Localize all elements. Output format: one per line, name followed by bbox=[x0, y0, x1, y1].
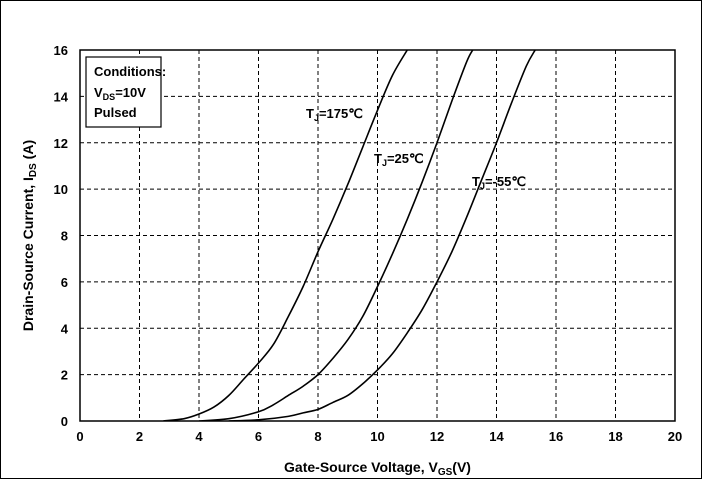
x-tick-label: 4 bbox=[195, 429, 203, 444]
series-curves bbox=[163, 50, 536, 421]
x-axis-label: Gate-Source Voltage, VGS(V) bbox=[284, 459, 471, 478]
y-tick-label: 4 bbox=[61, 321, 69, 336]
series-curve-175c bbox=[163, 50, 408, 421]
series-label-minus55c-value: =-55℃ bbox=[485, 174, 526, 189]
series-label-25c-value: =25℃ bbox=[387, 151, 424, 166]
y-tick-label: 0 bbox=[61, 414, 68, 429]
series-label-25c-sub: J bbox=[382, 158, 387, 168]
series-label-minus55c: TJ=-55℃ bbox=[472, 174, 526, 191]
series-label-175c-value: =175℃ bbox=[319, 106, 363, 121]
y-tick-label: 14 bbox=[54, 89, 69, 104]
series-curve-minus55c bbox=[228, 50, 536, 421]
x-axis-label-main: Gate-Source Voltage, V bbox=[284, 459, 438, 475]
x-tick-label: 6 bbox=[255, 429, 262, 444]
x-tick-label: 10 bbox=[370, 429, 384, 444]
x-tick-label: 20 bbox=[668, 429, 682, 444]
x-tick-label: 2 bbox=[136, 429, 143, 444]
conditions-vds-sub: DS bbox=[103, 92, 116, 102]
x-tick-label: 8 bbox=[314, 429, 321, 444]
x-axis-label-sub: GS bbox=[438, 467, 453, 478]
plot-area-border bbox=[79, 49, 676, 422]
conditions-box: Conditions: VDS=10V Pulsed bbox=[85, 56, 166, 128]
x-tick-label: 14 bbox=[489, 429, 504, 444]
series-label-175c: TJ=175℃ bbox=[306, 106, 363, 123]
x-tick-label: 12 bbox=[430, 429, 444, 444]
y-tick-label: 16 bbox=[54, 43, 68, 58]
series-label-175c-sub: J bbox=[314, 113, 319, 123]
y-tick-label: 2 bbox=[61, 368, 68, 383]
y-tick-label: 8 bbox=[61, 229, 68, 244]
conditions-pulsed: Pulsed bbox=[94, 105, 137, 120]
x-tick-label: 16 bbox=[549, 429, 563, 444]
series-curve-25c bbox=[198, 50, 474, 421]
series-label-25c-main: T bbox=[374, 151, 382, 166]
y-tick-labels: 0 2 4 6 8 10 12 14 16 bbox=[54, 43, 69, 429]
y-tick-label: 6 bbox=[61, 275, 68, 290]
y-axis-label-sub: DS bbox=[28, 163, 39, 177]
conditions-vds: VDS=10V bbox=[94, 85, 146, 102]
conditions-vds-main: V bbox=[94, 85, 103, 100]
y-tick-label: 12 bbox=[54, 136, 68, 151]
conditions-vds-value: =10V bbox=[115, 85, 146, 100]
series-label-175c-main: T bbox=[306, 106, 314, 121]
x-axis-label-suffix: (V) bbox=[452, 459, 471, 475]
series-label-minus55c-sub: J bbox=[480, 181, 485, 191]
series-label-minus55c-main: T bbox=[472, 174, 480, 189]
x-tick-label: 0 bbox=[76, 429, 83, 444]
x-tick-label: 18 bbox=[608, 429, 622, 444]
y-axis-label: Drain-Source Current, IDS (A) bbox=[20, 140, 39, 331]
y-tick-label: 10 bbox=[54, 182, 68, 197]
y-axis-label-main: Drain-Source Current, I bbox=[20, 177, 36, 331]
series-label-25c: TJ=25℃ bbox=[374, 151, 424, 168]
gridlines bbox=[80, 50, 675, 421]
conditions-title: Conditions: bbox=[94, 64, 166, 79]
x-tick-labels: 0 2 4 6 8 10 12 14 16 18 20 bbox=[76, 429, 682, 444]
conditions-box-border bbox=[85, 56, 162, 128]
y-axis-label-suffix: (A) bbox=[20, 140, 36, 163]
